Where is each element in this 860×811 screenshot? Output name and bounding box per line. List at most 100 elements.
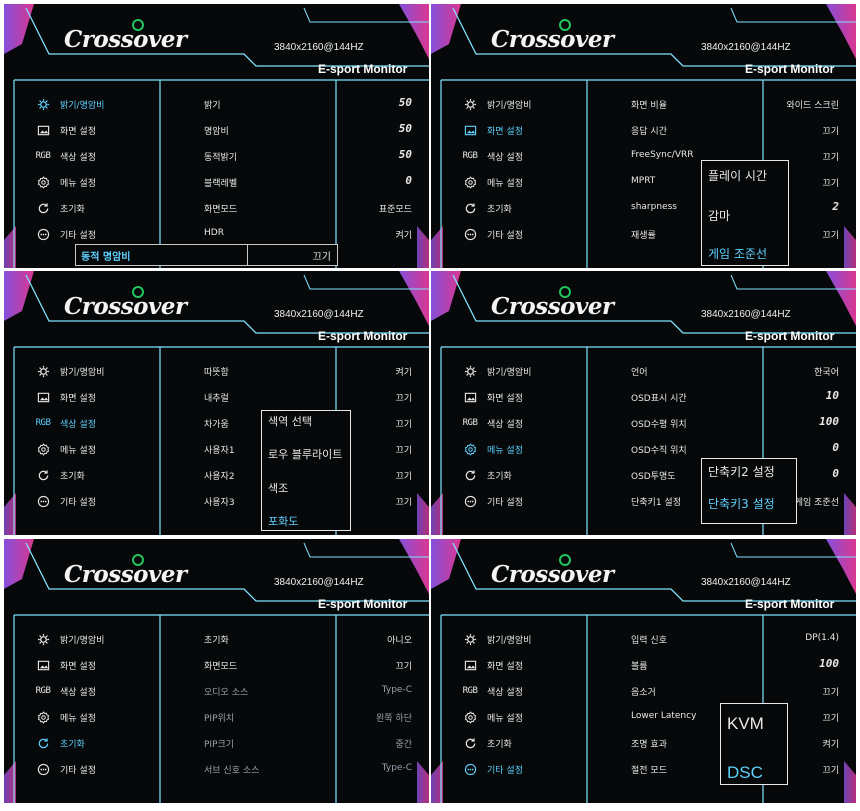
menu-item-label: 기타 설정 [60,230,96,241]
menu-item-5[interactable]: 초기화 [36,467,85,483]
submenu-option[interactable]: 포화도 [268,515,299,528]
menu-item-2[interactable]: 화면 설정 [463,657,523,673]
menu-item-4[interactable]: 메뉴 설정 [463,174,523,190]
setting-value[interactable]: 끄기 [395,498,412,508]
setting-value[interactable]: 끄기 [822,766,839,776]
menu-item-6[interactable]: 기타 설정 [463,226,523,242]
menu-item-5[interactable]: 초기화 [463,735,512,751]
menu-item-6[interactable]: 기타 설정 [36,493,96,509]
setting-value[interactable]: 끄기 [395,446,412,456]
menu-item-2[interactable]: 화면 설정 [36,389,96,405]
menu-item-label: 메뉴 설정 [487,713,523,724]
setting-value[interactable]: 끄기 [822,688,839,698]
setting-value[interactable]: 0 [832,467,839,480]
setting-value[interactable]: 끄기 [822,714,839,724]
setting-label: 블랙레벨 [204,179,238,189]
setting-value[interactable]: 아니오 [387,636,412,646]
setting-value[interactable]: 끄기 [822,231,839,241]
setting-value[interactable]: 끄기 [822,153,839,163]
setting-value[interactable]: 100 [819,657,839,670]
setting-value[interactable]: 켜기 [822,740,839,750]
setting-label: PIP크기 [204,740,235,750]
setting-value[interactable]: 끄기 [822,179,839,189]
setting-value[interactable]: 끄기 [395,420,412,430]
menu-item-3[interactable]: RGB 색상 설정 [463,148,523,164]
menu-item-4[interactable]: 메뉴 설정 [36,709,96,725]
menu-item-3[interactable]: RGB 색상 설정 [463,415,523,431]
setting-value[interactable]: 끄기 [395,662,412,672]
rgb-icon: RGB [462,686,478,696]
resolution-label: 3840x2160@144HZ [274,309,364,320]
rgb-icon: RGB [35,686,51,696]
submenu-option[interactable]: KVM [727,714,764,733]
setting-value[interactable]: 끄기 [822,127,839,137]
menu-item-2[interactable]: 화면 설정 [463,122,523,138]
submenu-option[interactable]: 색역 선택 [268,415,312,428]
setting-label: 응답 시간 [631,127,667,137]
submenu-option[interactable]: 감마 [708,209,731,223]
setting-value[interactable]: 끄기 [395,472,412,482]
submenu-option[interactable]: 게임 조준선 [708,247,768,261]
submenu-label: 동적 명암비 [81,252,131,263]
setting-value[interactable]: 게임 조준선 [794,498,839,508]
osd-frame-decoration [431,271,856,535]
setting-value[interactable]: 왼쪽 하단 [376,714,412,724]
menu-item-1[interactable]: 밝기/명암비 [463,631,531,647]
submenu-option[interactable]: 색조 [268,482,289,495]
setting-value[interactable]: 켜기 [395,231,412,241]
menu-item-1[interactable]: 밝기/명암비 [36,631,104,647]
menu-item-4[interactable]: 메뉴 설정 [36,174,96,190]
setting-value[interactable]: Type-C [381,685,412,695]
setting-value[interactable]: 한국어 [814,368,839,378]
setting-value[interactable]: 100 [819,415,839,428]
setting-value[interactable]: 2 [832,200,839,213]
menu-item-5[interactable]: 초기화 [36,200,85,216]
menu-item-3[interactable]: RGB 색상 설정 [463,683,523,699]
setting-value[interactable]: Type-C [381,763,412,773]
menu-item-4[interactable]: 메뉴 설정 [463,709,523,725]
more-icon [36,494,50,508]
menu-item-6[interactable]: 기타 설정 [36,226,96,242]
submenu-option[interactable]: 로우 블루라이트 [268,448,343,461]
menu-item-1[interactable]: 밝기/명암비 [36,96,104,112]
setting-value[interactable]: 0 [405,174,412,187]
setting-value[interactable]: DP(1.4) [805,633,839,643]
setting-value[interactable]: 와이드 스크린 [786,101,839,111]
setting-value[interactable]: 0 [832,441,839,454]
submenu-bar[interactable]: 동적 명암비 끄기 [75,244,338,266]
crossover-logo: Crossover [491,286,614,320]
menu-item-1[interactable]: 밝기/명암비 [463,363,531,379]
menu-item-3[interactable]: RGB 색상 설정 [36,148,96,164]
setting-value[interactable]: 켜기 [395,368,412,378]
setting-value[interactable]: 10 [825,389,839,402]
setting-value[interactable]: 중간 [395,740,412,750]
setting-value[interactable]: 50 [398,122,412,135]
submenu-option[interactable]: 단축키2 설정 [708,465,775,479]
submenu-value[interactable]: 끄기 [312,252,331,263]
menu-item-6[interactable]: 기타 설정 [463,761,523,777]
menu-item-5[interactable]: 초기화 [36,735,85,751]
menu-item-2[interactable]: 화면 설정 [36,122,96,138]
menu-item-5[interactable]: 초기화 [463,467,512,483]
menu-item-4[interactable]: 메뉴 설정 [36,441,96,457]
setting-value[interactable]: 끄기 [395,394,412,404]
menu-item-3[interactable]: RGB 색상 설정 [36,415,96,431]
menu-item-3[interactable]: RGB 색상 설정 [36,683,96,699]
setting-value[interactable]: 50 [398,148,412,161]
menu-item-6[interactable]: 기타 설정 [463,493,523,509]
menu-item-5[interactable]: 초기화 [463,200,512,216]
menu-item-1[interactable]: 밝기/명암비 [36,363,104,379]
submenu-option[interactable]: 단축키3 설정 [708,497,775,511]
menu-item-1[interactable]: 밝기/명암비 [463,96,531,112]
menu-item-label: 색상 설정 [487,687,523,698]
setting-value[interactable]: 50 [398,96,412,109]
menu-item-2[interactable]: 화면 설정 [463,389,523,405]
submenu-option[interactable]: 플레이 시간 [708,169,768,183]
menu-item-2[interactable]: 화면 설정 [36,657,96,673]
menu-item-4[interactable]: 메뉴 설정 [463,441,523,457]
submenu-option[interactable]: DSC [727,763,763,782]
setting-value[interactable]: 표준모드 [378,205,412,215]
menu-item-label: 밝기/명암비 [487,635,532,646]
menu-item-6[interactable]: 기타 설정 [36,761,96,777]
